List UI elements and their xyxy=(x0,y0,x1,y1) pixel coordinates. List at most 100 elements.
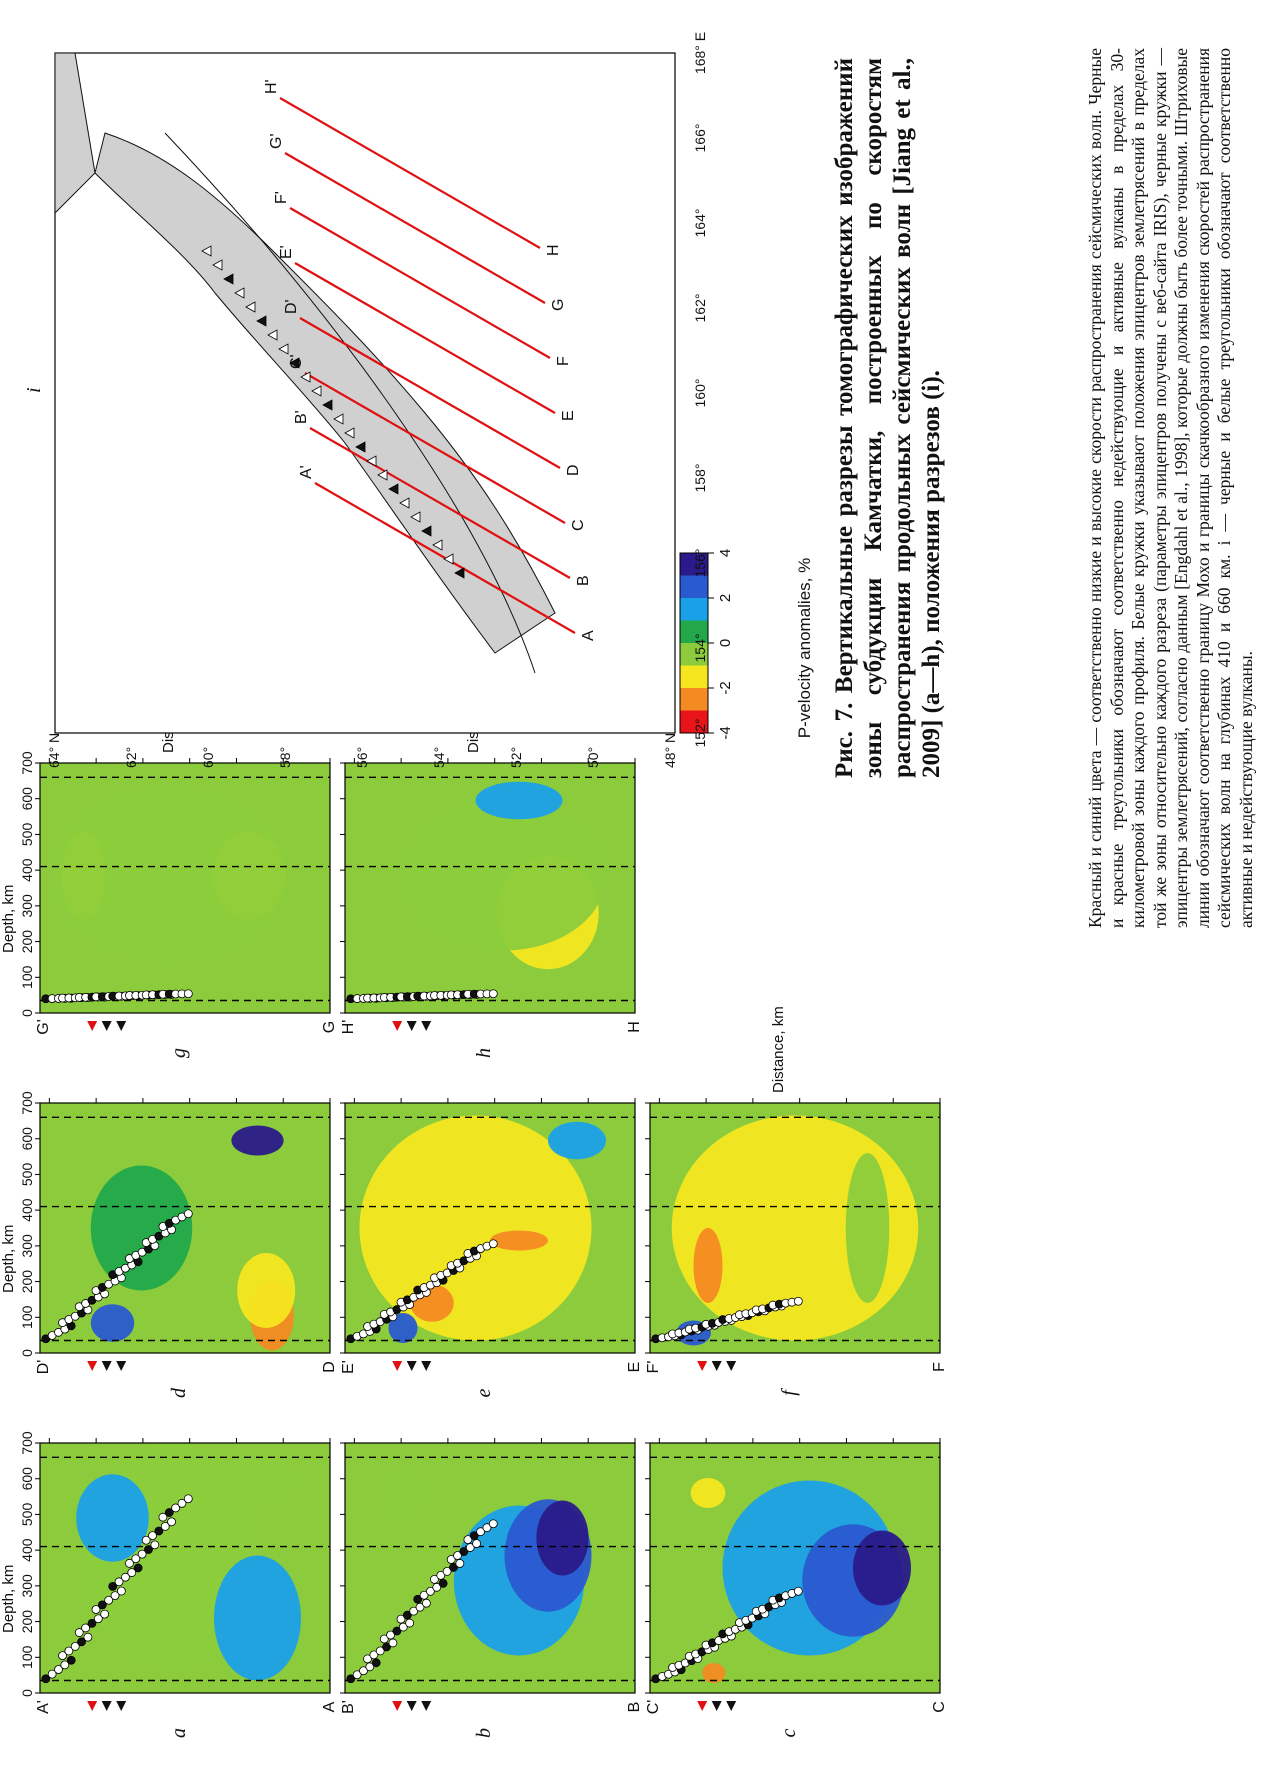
panel-letter: c xyxy=(778,1728,800,1737)
tomography-panel-g: 0 100 200 300 400 500 600 700 G G' g xyxy=(5,733,385,1083)
panel-letter: g xyxy=(168,1048,190,1058)
profile-end-label: H' xyxy=(263,79,280,94)
volcano-markers xyxy=(87,1021,127,1031)
tomography-panel-f: F F' f xyxy=(615,1073,995,1423)
map-volcano-marker xyxy=(344,427,355,439)
latitude-label: 58° xyxy=(277,747,293,768)
colorbar-swatch xyxy=(680,575,708,598)
anomaly-region xyxy=(475,781,563,820)
depth-tick-label: 300 xyxy=(19,1574,35,1598)
anomaly-region xyxy=(693,1228,723,1303)
map-volcano-marker xyxy=(223,273,234,285)
profile-start-label: C xyxy=(570,519,587,531)
panel-letter: b xyxy=(473,1728,495,1738)
longitude-label: 156° xyxy=(692,549,708,578)
figure-caption-body: Красный и синий цвета — соответственно н… xyxy=(1085,48,1256,928)
location-map: AA'BB'CC'DD'EE'FF'GG'HH'48° N50°52°54°56… xyxy=(15,3,735,773)
depth-tick-label: 200 xyxy=(19,930,35,954)
volcano-markers xyxy=(87,1361,127,1371)
map-volcano-marker xyxy=(256,315,267,327)
depth-tick-label: 100 xyxy=(19,965,35,989)
depth-tick-label: 100 xyxy=(19,1645,35,1669)
anomaly-region xyxy=(359,1115,592,1341)
profile-end-label: E' xyxy=(340,1360,357,1374)
volcano-markers xyxy=(392,1021,432,1031)
depth-tick-label: 600 xyxy=(19,1467,35,1491)
profile-start-label: E xyxy=(626,1362,643,1373)
volcano-markers xyxy=(87,1701,127,1711)
colorbar-tick-label: -4 xyxy=(717,726,734,739)
latitude-label: 56° xyxy=(354,747,370,768)
profile-end-label: B' xyxy=(340,1700,357,1714)
anomaly-region xyxy=(490,1230,548,1251)
depth-tick-label: 0 xyxy=(19,1349,35,1357)
map-volcano-marker xyxy=(432,539,443,551)
hypocenter-markers xyxy=(41,989,193,1004)
panel-letter: f xyxy=(778,1388,800,1396)
tomography-panel-d: 0 100 200 300 400 500 600 700 D D' d xyxy=(5,1073,385,1423)
anomaly-region xyxy=(237,1253,296,1328)
colorbar-swatch xyxy=(680,552,708,576)
longitude-label: 168° E xyxy=(692,32,708,74)
depth-tick-label: 700 xyxy=(19,751,35,775)
map-volcano-marker xyxy=(454,567,465,579)
profile-end-label: E' xyxy=(278,245,295,259)
map-volcano-marker xyxy=(201,245,212,257)
longitude-label: 166° xyxy=(692,124,708,153)
hypocenter-markers xyxy=(41,1209,193,1344)
depth-tick-label: 600 xyxy=(19,787,35,811)
depth-tick-label: 0 xyxy=(19,1689,35,1697)
panel-letter: e xyxy=(473,1388,495,1397)
latitude-label: 50° xyxy=(585,747,601,768)
anomaly-region xyxy=(536,1500,589,1576)
profile-start-label: H xyxy=(626,1021,643,1033)
map-volcano-marker xyxy=(377,469,388,481)
map-volcano-marker xyxy=(333,413,344,425)
profile-end-label: B' xyxy=(293,410,310,424)
latitude-label: 62° xyxy=(123,747,139,768)
profile-start-label: F xyxy=(555,356,572,366)
longitude-label: 160° xyxy=(692,379,708,408)
colorbar-tick-label: 4 xyxy=(717,549,734,557)
anomaly-region xyxy=(90,1304,135,1342)
profile-start-label: H xyxy=(545,244,562,256)
depth-tick-label: 200 xyxy=(19,1270,35,1294)
tomography-panel-a: 0 100 200 300 400 500 600 700 A A' a xyxy=(5,1413,385,1763)
anomaly-region xyxy=(90,1165,193,1291)
profile-start-label: A xyxy=(321,1701,338,1712)
map-volcano-marker xyxy=(300,371,311,383)
profile-line xyxy=(309,427,571,579)
profile-line xyxy=(299,317,561,469)
hypocenter-markers xyxy=(346,1519,498,1684)
profile-line xyxy=(294,262,556,414)
profile-start-label: D xyxy=(321,1361,338,1373)
latitude-label: 48° N xyxy=(662,733,678,768)
profile-start-label: C xyxy=(931,1701,948,1713)
panel-letter: d xyxy=(168,1387,190,1398)
profile-start-label: G xyxy=(321,1021,338,1033)
depth-tick-label: 700 xyxy=(19,1091,35,1115)
hypocenter-markers xyxy=(346,989,498,1004)
tomography-panel-e: E E' e xyxy=(310,1073,690,1423)
volcano-markers xyxy=(392,1701,432,1711)
hypocenter-markers xyxy=(651,1296,803,1344)
volcano-markers xyxy=(697,1361,737,1371)
longitude-label: 158° xyxy=(692,464,708,493)
map-volcano-marker xyxy=(388,483,399,495)
kamchatka-land xyxy=(94,132,556,654)
map-volcano-marker xyxy=(421,525,432,537)
profile-line xyxy=(289,207,551,359)
depth-tick-label: 300 xyxy=(19,1234,35,1258)
profile-end-label: G' xyxy=(268,134,285,150)
longitude-label: 162° xyxy=(692,294,708,323)
profile-start-label: G xyxy=(550,299,567,311)
profile-start-label: F xyxy=(931,1362,948,1372)
colorbar-swatch xyxy=(680,687,708,711)
colorbar-swatch xyxy=(680,597,708,621)
depth-tick-label: 200 xyxy=(19,1610,35,1634)
anomaly-region xyxy=(690,1478,726,1508)
map-volcano-marker xyxy=(267,329,278,341)
tomography-panel-h: H H' h xyxy=(310,733,690,1083)
anomaly-region xyxy=(231,1125,284,1156)
distance-axis-title: Distance, km xyxy=(770,1006,787,1093)
